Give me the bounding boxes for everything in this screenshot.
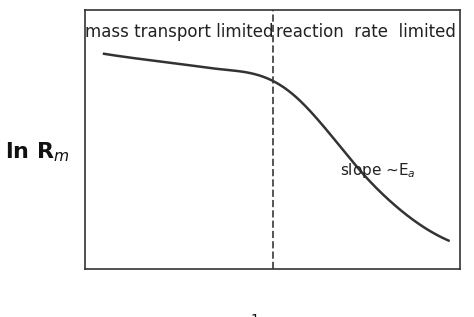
Text: ln R$_m$: ln R$_m$ — [5, 140, 69, 164]
Text: mass transport limited: mass transport limited — [85, 23, 273, 41]
Text: slope ~E$_a$: slope ~E$_a$ — [340, 161, 416, 180]
Text: T$^{-1}$: T$^{-1}$ — [226, 314, 260, 317]
Text: reaction  rate  limited: reaction rate limited — [276, 23, 456, 41]
